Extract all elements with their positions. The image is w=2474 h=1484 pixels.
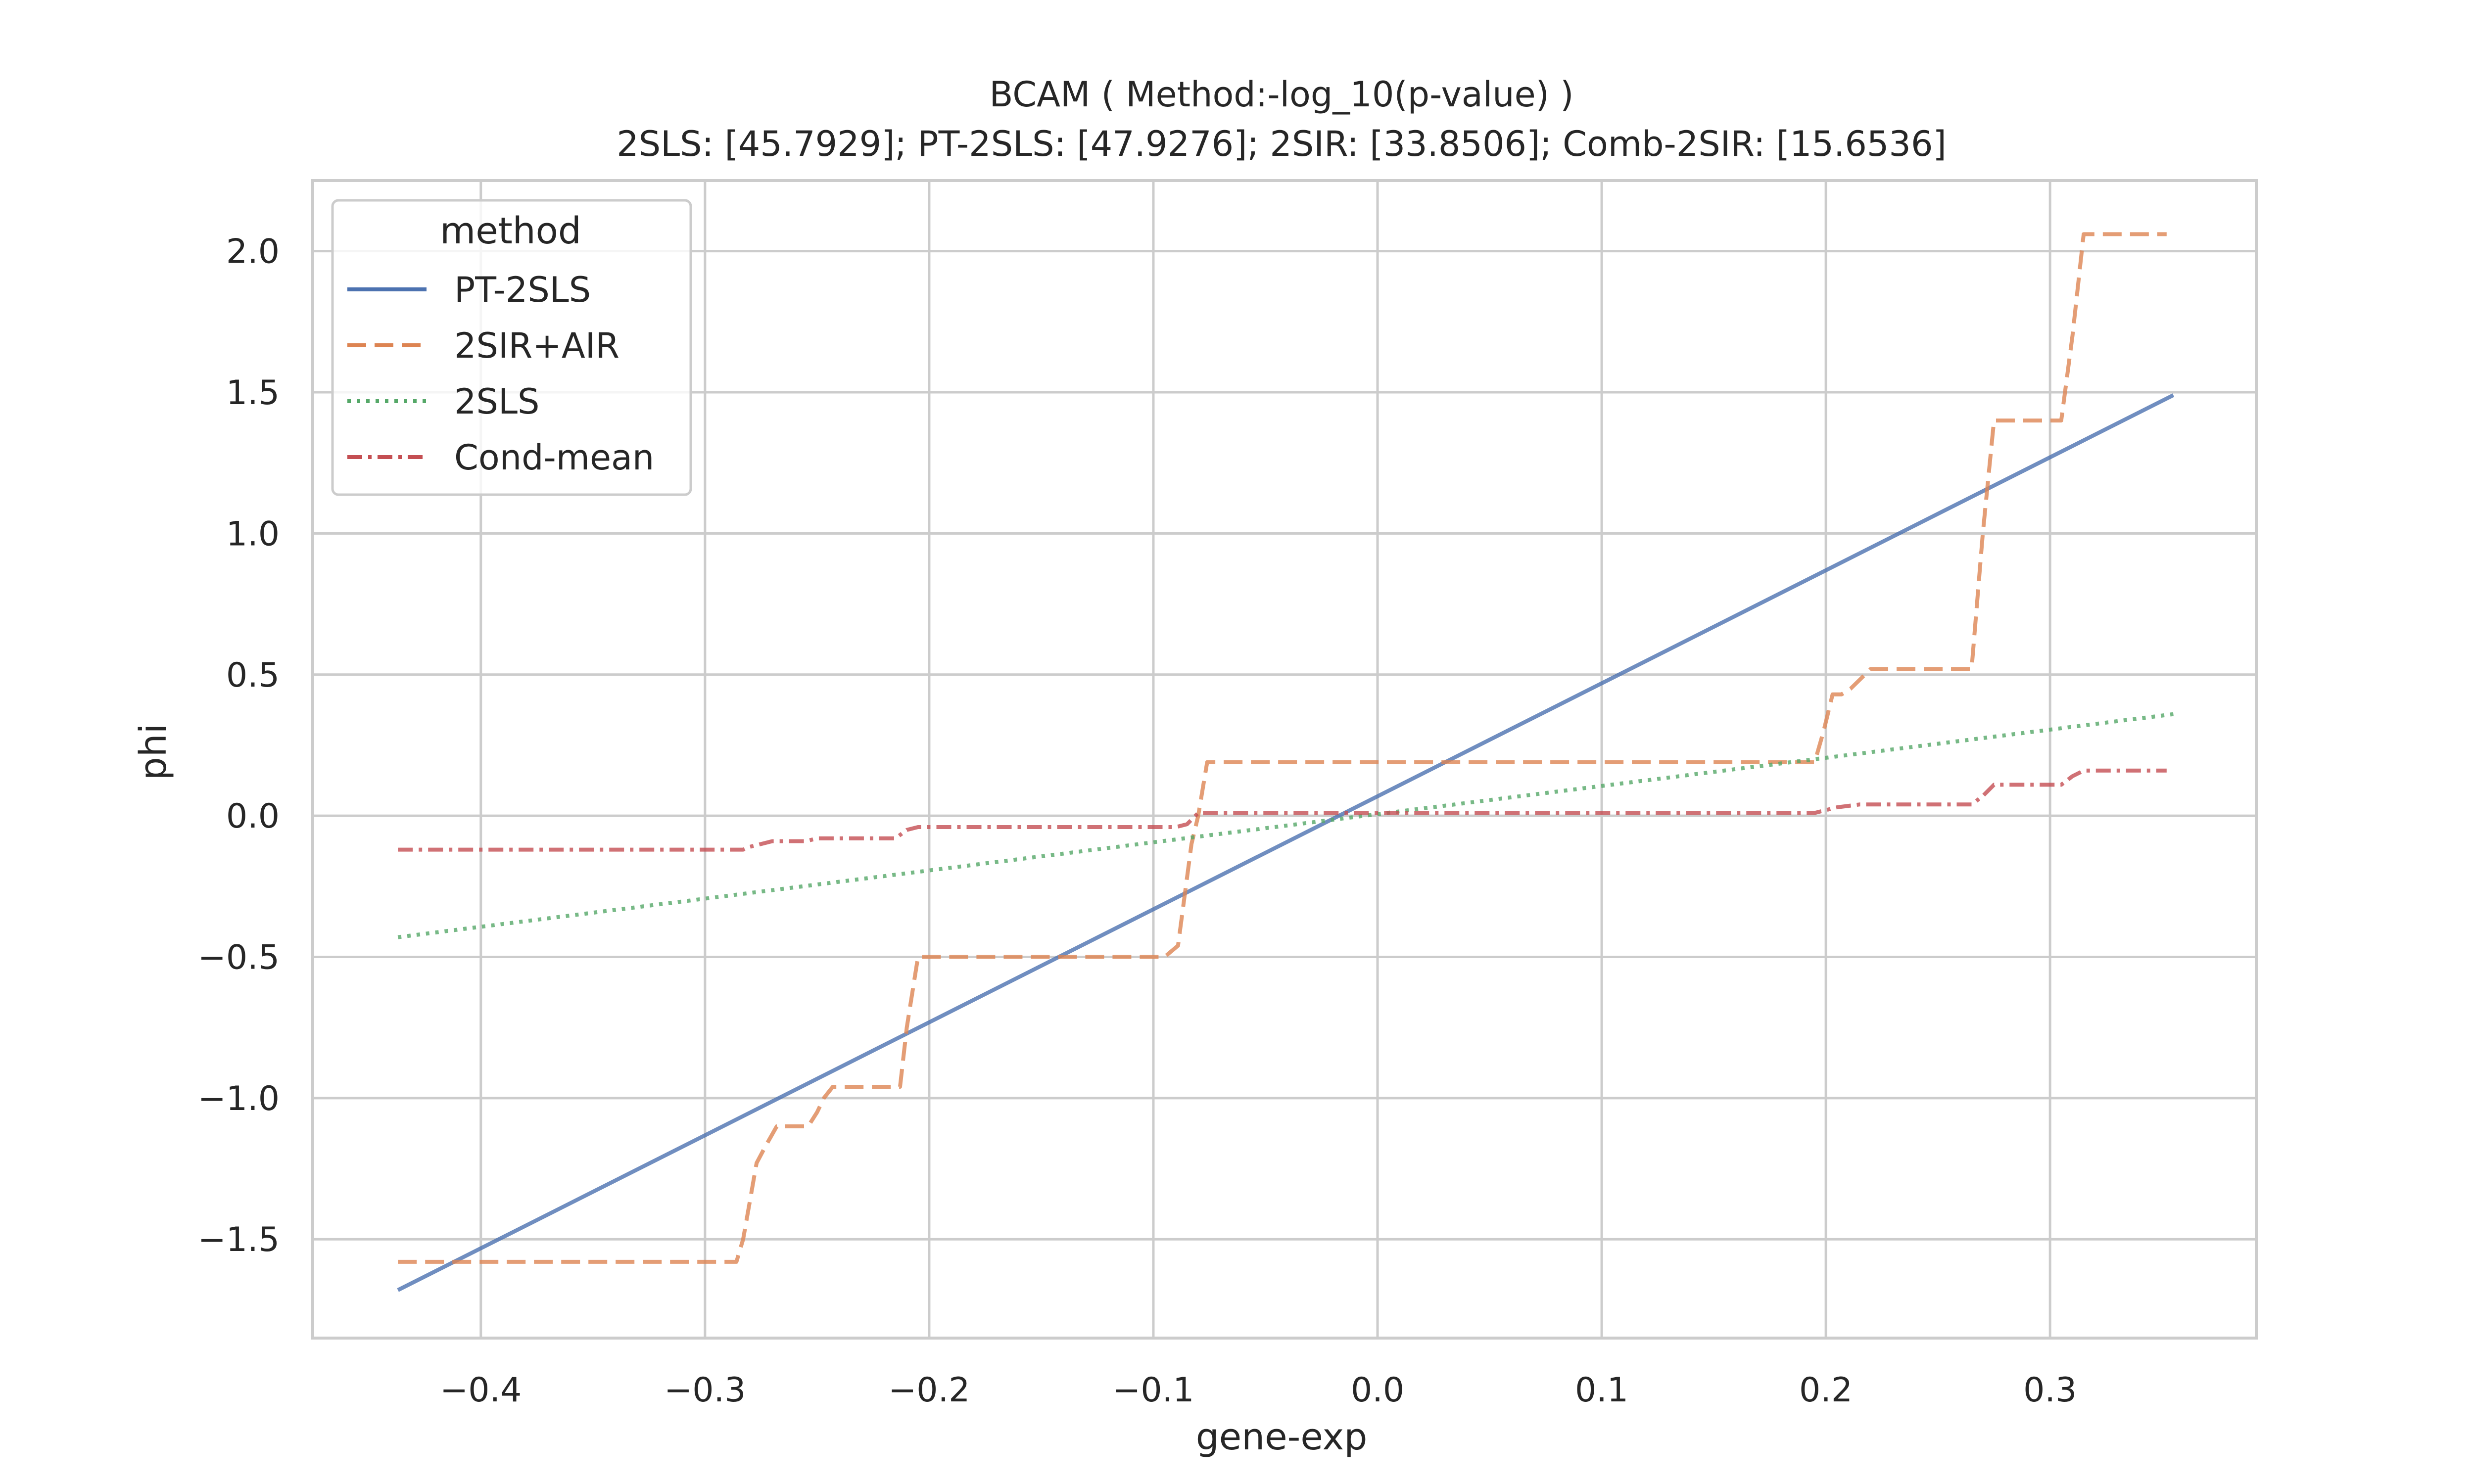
series-line-2sir-air [398,232,2167,1264]
plot-frame [311,179,2258,1340]
y-tick-label: −0.5 [198,938,280,977]
x-tick-label: −0.1 [1112,1371,1194,1410]
y-tick-label: 1.5 [226,373,280,413]
series-line-cond-mean [398,768,2167,852]
legend-label: 2SIR+AIR [454,325,619,366]
chart-title: BCAM ( Method:-log_10(p-value) ) [989,74,1573,115]
x-tick-label: 0.2 [1799,1371,1853,1410]
x-tick-label: 0.1 [1575,1371,1628,1410]
x-tick-label: −0.4 [440,1371,522,1410]
y-axis-label: phi [132,724,175,780]
y-tick-label: −1.5 [198,1220,280,1259]
legend-label: PT-2SLS [454,270,591,310]
legend: method PT-2SLS 2SIR+AIR 2SLS Cond-mean [331,199,692,496]
legend-title: method [440,210,581,252]
legend-entries: PT-2SLS 2SIR+AIR 2SLS Cond-mean [347,270,654,478]
chart-subtitle: 2SLS: [45.7929]; PT-2SLS: [47.9276]; 2SI… [617,124,1947,164]
x-tick-label: −0.2 [888,1371,970,1410]
series-line-2sls [397,712,2174,939]
legend-box [331,199,692,496]
legend-label: Cond-mean [454,437,654,478]
y-tick-label: 0.0 [226,797,280,836]
x-tick-label: 0.0 [1351,1371,1404,1410]
series-line-pt-2sls [397,393,2175,1292]
x-tick-label: −0.3 [664,1371,746,1410]
y-tick-label: 2.0 [226,232,280,272]
legend-label: 2SLS [454,381,539,422]
y-tick-label: 0.5 [226,656,280,695]
tick-labels: −0.4 −0.3 −0.2 −0.1 0.0 0.1 0.2 0.3 −1.5 −1.0 −0.5… [198,232,2077,1410]
x-tick-label: 0.3 [2023,1371,2077,1410]
x-axis-label: gene-exp [1196,1416,1368,1458]
series-lines [397,232,2175,1292]
y-tick-label: 1.0 [226,514,280,554]
y-tick-label: −1.0 [198,1079,280,1118]
